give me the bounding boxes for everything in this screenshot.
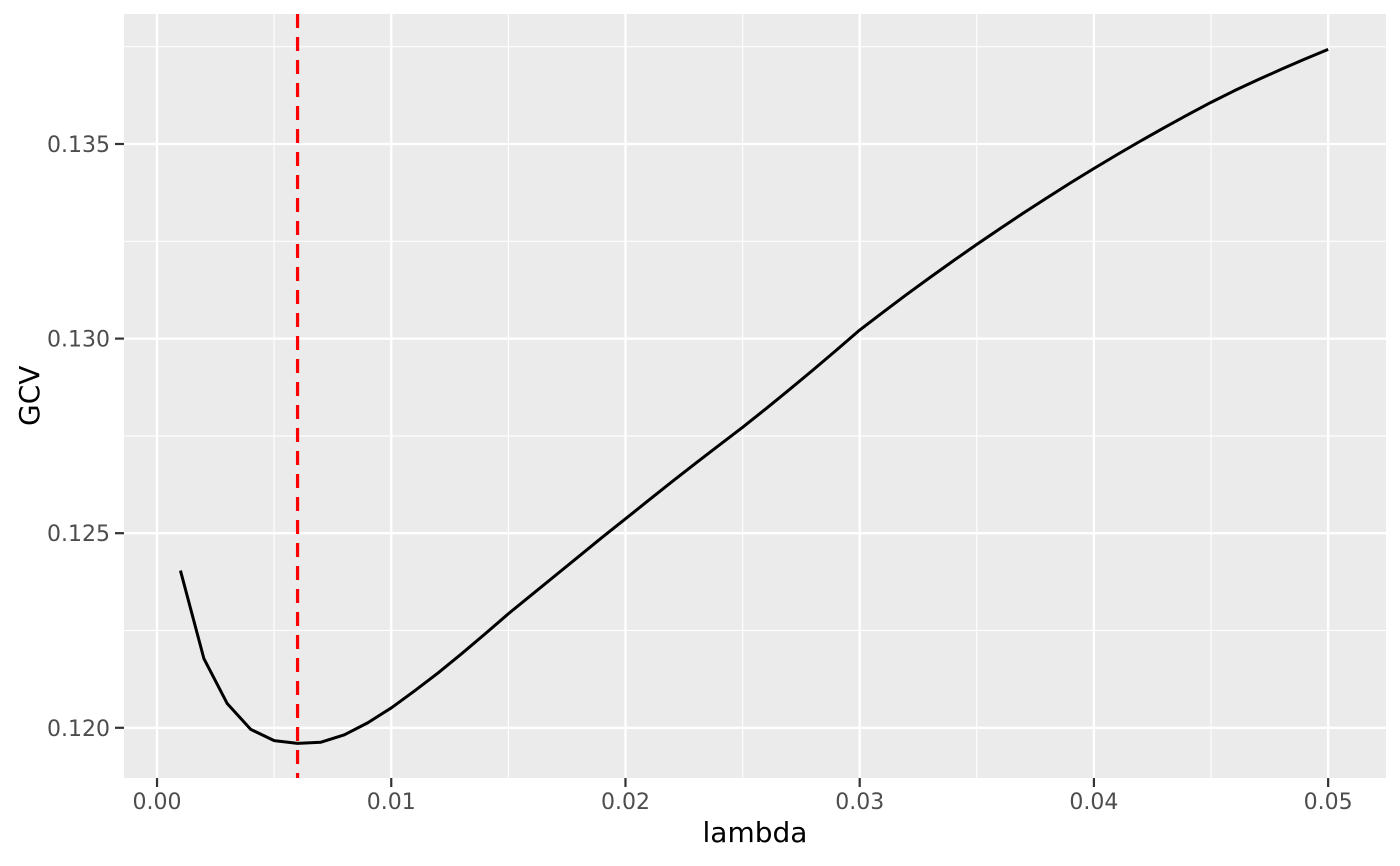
y-tick-label: 0.135 (47, 133, 110, 158)
x-tick-label: 0.02 (601, 790, 650, 815)
x-tick-label: 0.04 (1069, 790, 1118, 815)
x-tick-label: 0.01 (367, 790, 416, 815)
x-tick-label: 0.03 (835, 790, 884, 815)
x-axis-title: lambda (702, 816, 808, 849)
plot-panel (124, 14, 1386, 778)
y-axis-title: GCV (13, 365, 46, 427)
x-tick-label: 0.05 (1304, 790, 1353, 815)
y-tick-label: 0.125 (47, 522, 110, 547)
x-tick-label: 0.00 (133, 790, 182, 815)
y-tick-label: 0.130 (47, 328, 110, 353)
gcv-curve (179, 48, 1329, 745)
y-tick-label: 0.120 (47, 717, 110, 742)
